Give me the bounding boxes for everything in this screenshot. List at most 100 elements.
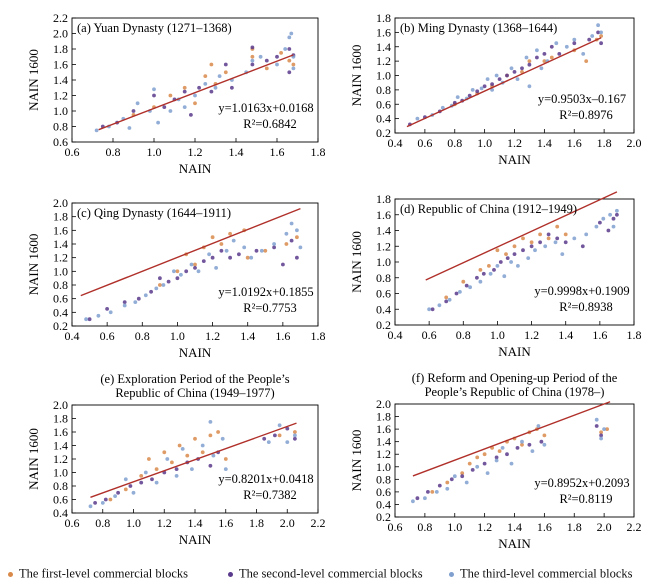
data-point-first-level: [599, 34, 603, 38]
data-point-second-level: [272, 245, 276, 250]
fit-equation: y=0.8201x+0.0418: [218, 472, 313, 486]
data-point-second-level: [273, 433, 277, 438]
data-point-second-level: [527, 442, 532, 447]
data-point-first-level: [461, 279, 466, 284]
data-point-third-level: [231, 238, 236, 243]
data-point-second-level: [599, 433, 603, 438]
data-point-third-level: [156, 120, 161, 125]
y-tick-label: 0.6: [53, 135, 68, 149]
data-point-first-level: [504, 252, 508, 256]
x-tick-label: 1.8: [249, 516, 264, 530]
x-tick-label: 2.2: [627, 520, 642, 534]
x-tick-label: 1.6: [592, 328, 607, 342]
data-point-second-level: [174, 467, 179, 471]
y-axis-label: NAIN 1600: [349, 231, 364, 293]
data-point-second-level: [482, 84, 487, 89]
data-point-first-level: [529, 240, 534, 245]
data-point-second-level: [505, 452, 509, 457]
data-point-second-level: [494, 455, 499, 460]
data-point-second-level: [184, 269, 189, 274]
data-point-third-level: [211, 453, 216, 458]
chart-a: 0.6 0.8 1.0 1.2 1.4 1.6 1.80.60.81.01.21.41.61…: [26, 11, 326, 176]
data-point-second-level: [175, 276, 180, 281]
data-point-first-level: [185, 453, 190, 458]
data-point-third-level: [615, 208, 619, 213]
data-point-second-level: [464, 283, 469, 288]
y-axis-label: NAIN 1600: [349, 430, 364, 492]
y-tick-label: 0.8: [376, 271, 391, 285]
data-point-third-level: [427, 307, 431, 312]
x-axis-label: NAIN: [179, 161, 212, 176]
data-point-second-level: [230, 85, 234, 90]
data-point-second-level: [520, 66, 524, 71]
data-point-second-level: [498, 260, 503, 264]
plot-frame: [71, 202, 319, 327]
data-point-third-level: [434, 490, 439, 494]
legend-marker-first-level: [8, 571, 13, 577]
data-point-third-level: [154, 286, 159, 291]
data-point-second-level: [481, 271, 486, 276]
data-point-second-level: [182, 89, 187, 94]
data-point-third-level: [488, 271, 493, 276]
data-point-third-level: [143, 470, 148, 475]
y-tick-label: 0.8: [376, 83, 391, 97]
data-point-third-level: [298, 245, 303, 250]
data-point-second-level: [572, 41, 577, 46]
data-point-third-level: [500, 446, 505, 450]
data-point-third-level: [509, 260, 513, 264]
data-point-second-level: [189, 113, 193, 117]
data-point-third-level: [584, 232, 589, 237]
data-point-third-level: [135, 101, 140, 106]
data-point-third-level: [440, 105, 445, 110]
data-point-first-level: [208, 433, 213, 438]
data-point-first-level: [154, 467, 159, 471]
y-tick-label: 1.2: [376, 239, 391, 253]
y-tick-label: 1.4: [376, 435, 391, 449]
fit-r-squared: R²=0.7753: [243, 301, 297, 315]
x-tick-label: 1.2: [524, 328, 539, 342]
data-point-third-level: [250, 58, 255, 63]
data-point-second-level: [596, 30, 600, 35]
y-tick-label: 1.2: [376, 54, 391, 68]
y-tick-label: 0.8: [53, 278, 68, 292]
data-point-first-level: [584, 59, 589, 63]
x-tick-label: 1.8: [567, 520, 582, 534]
y-tick-label: 1.0: [376, 69, 391, 83]
data-point-second-level: [606, 228, 611, 233]
y-tick-label: 0.4: [376, 112, 391, 126]
y-tick-label: 0.8: [53, 120, 68, 134]
chart-b: 0.4 0.6 0.8 1.0 1.2 1.4 1.6 1.8 2.00.20.40.60.81…: [349, 11, 642, 167]
data-point-first-level: [170, 460, 174, 465]
y-axis-label: NAIN 1600: [26, 428, 41, 490]
x-tick-label: 1.8: [627, 328, 642, 342]
data-point-second-level: [598, 220, 602, 225]
data-point-second-level: [512, 70, 517, 74]
x-tick-label: 1.4: [240, 329, 255, 343]
data-point-second-level: [415, 496, 420, 501]
data-point-second-level: [538, 240, 542, 245]
data-point-first-level: [549, 55, 554, 60]
data-point-second-level: [527, 62, 532, 67]
x-tick-label: 0.6: [100, 329, 115, 343]
data-point-third-level: [293, 433, 297, 438]
data-point-third-level: [475, 464, 480, 469]
data-point-third-level: [445, 486, 450, 491]
y-tick-label: 1.6: [376, 208, 391, 222]
data-point-second-level: [122, 300, 127, 304]
data-point-third-level: [543, 244, 548, 249]
fit-line: [425, 191, 618, 281]
data-point-third-level: [527, 84, 532, 89]
data-point-second-level: [210, 255, 215, 260]
data-point-second-level: [223, 62, 228, 67]
fit-equation: y=1.0192x+0.1855: [218, 285, 313, 299]
data-point-third-level: [190, 467, 194, 471]
data-point-second-level: [475, 89, 480, 94]
x-tick-label: 0.8: [447, 136, 462, 150]
data-point-third-level: [554, 41, 559, 46]
data-point-third-level: [553, 240, 558, 245]
data-point-third-level: [143, 293, 148, 298]
legend-item-third-level: The third-level commercial blocks: [449, 566, 633, 582]
fit-line: [90, 422, 297, 498]
fit-line: [406, 37, 602, 128]
data-point-second-level: [105, 307, 109, 311]
